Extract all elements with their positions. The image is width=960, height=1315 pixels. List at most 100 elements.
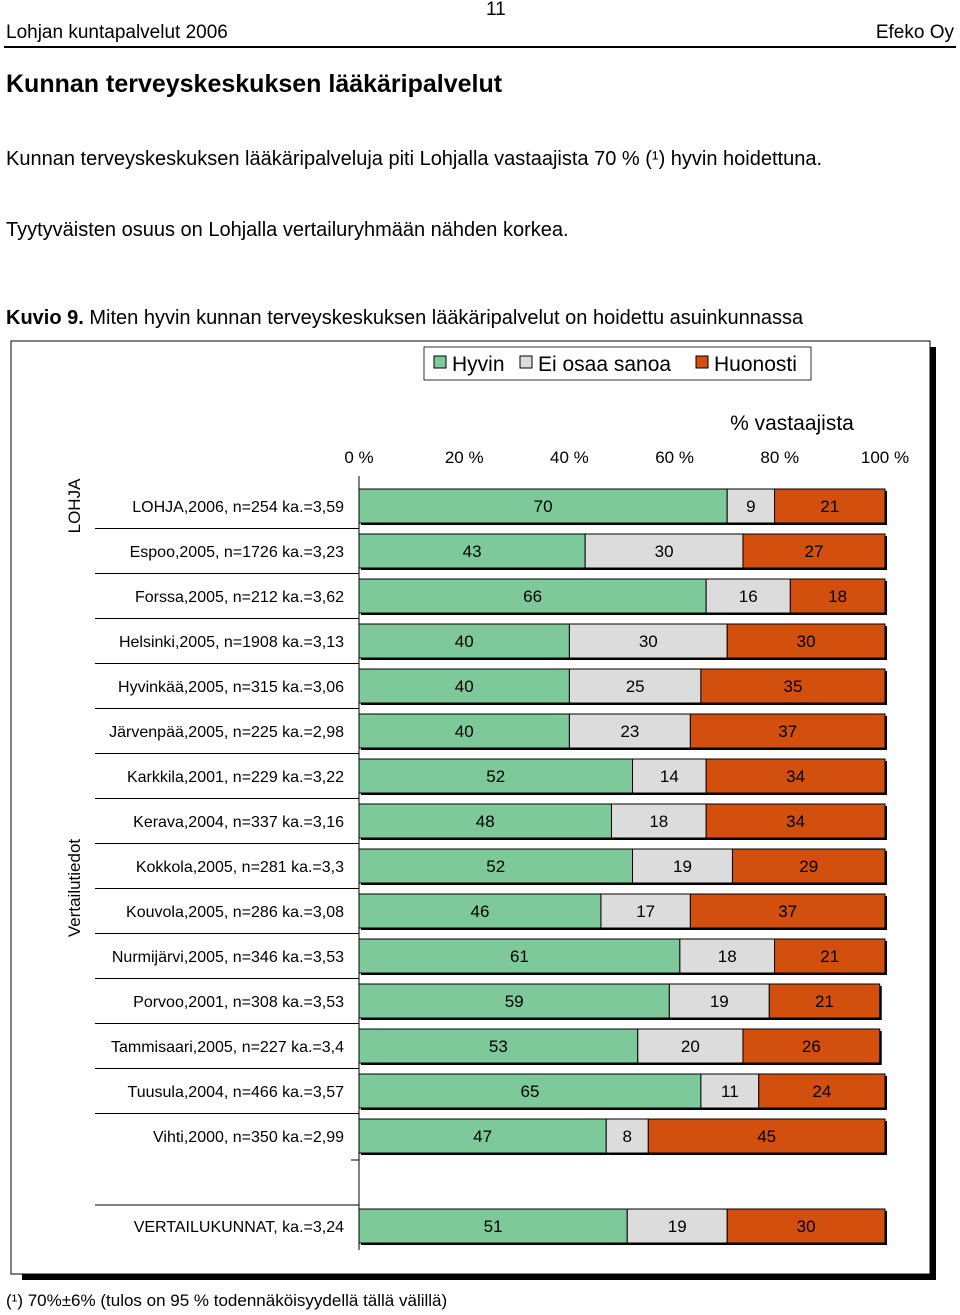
figure-caption: Kuvio 9. Miten hyvin kunnan terveyskesku… — [6, 307, 803, 330]
data-label: 37 — [778, 902, 797, 921]
bar-huonosti — [705, 803, 886, 839]
page-number: 11 — [486, 0, 506, 20]
data-label: 66 — [523, 587, 542, 606]
data-label: 8 — [623, 1127, 632, 1146]
bar-ei-osaa-sanoa — [679, 938, 776, 974]
bar-hyvin — [358, 668, 570, 704]
x-tick-label: 80 % — [760, 448, 799, 467]
data-label: 21 — [820, 947, 839, 966]
data-label: 30 — [797, 632, 816, 651]
bar-hyvin — [358, 983, 670, 1019]
bar-hyvin — [358, 578, 707, 614]
bar-hyvin — [358, 758, 634, 794]
paragraph-1: Kunnan terveyskeskuksen lääkäripalveluja… — [6, 148, 823, 170]
bar-huonosti — [774, 488, 886, 524]
data-label: 34 — [786, 767, 805, 786]
category-label: Forssa,2005, n=212 ka.=3,62 — [135, 589, 344, 606]
x-tick-label: 20 % — [445, 448, 484, 467]
legend-label-2: Ei osaa sanoa — [538, 353, 671, 376]
data-label: 18 — [649, 812, 668, 831]
bar-ei-osaa-sanoa — [705, 578, 791, 614]
category-label: Karkkila,2001, n=229 ka.=3,22 — [127, 769, 344, 786]
bar-hyvin — [358, 1028, 639, 1064]
data-label: 27 — [805, 542, 824, 561]
bar-ei-osaa-sanoa — [632, 848, 733, 884]
bar-huonosti — [768, 983, 881, 1019]
data-label: 35 — [783, 677, 802, 696]
footnote: (¹) 70%±6% (tulos on 95 % todennäköisyyd… — [6, 1291, 448, 1310]
page-title: Kunnan terveyskeskuksen lääkäripalvelut — [6, 70, 503, 98]
bar-hyvin — [358, 1208, 628, 1244]
legend-swatch-1 — [433, 355, 447, 369]
data-label: 34 — [786, 812, 805, 831]
category-label: Tammisaari,2005, n=227 ka.=3,4 — [111, 1039, 344, 1056]
data-label: 65 — [520, 1082, 539, 1101]
figure-caption-text: Miten hyvin kunnan terveyskeskuksen lääk… — [83, 307, 804, 329]
category-label: Nurmijärvi,2005, n=346 ka.=3,53 — [112, 949, 344, 966]
bar-huonosti — [726, 623, 886, 659]
data-label: 46 — [471, 902, 490, 921]
bar-ei-osaa-sanoa — [600, 893, 691, 929]
data-label: 59 — [505, 992, 524, 1011]
data-label: 70 — [534, 497, 553, 516]
category-label: VERTAILUKUNNAT, ka.=3,24 — [134, 1219, 344, 1236]
legend-swatch-2 — [519, 355, 533, 369]
bar-ei-osaa-sanoa — [668, 983, 770, 1019]
data-label: 51 — [484, 1217, 503, 1236]
data-label: 20 — [681, 1037, 700, 1056]
data-label: 14 — [660, 767, 679, 786]
data-label: 19 — [710, 992, 729, 1011]
category-label: Vihti,2000, n=350 ka.=2,99 — [153, 1129, 344, 1146]
bar-huonosti — [774, 938, 886, 974]
category-label: Kokkola,2005, n=281 ka.=3,3 — [136, 859, 344, 876]
data-label: 21 — [815, 992, 834, 1011]
bar-huonosti — [742, 1028, 881, 1064]
bar-huonosti — [731, 848, 886, 884]
data-label: 19 — [668, 1217, 687, 1236]
header-left: Lohjan kuntapalvelut 2006 — [6, 22, 228, 43]
legend-label-1: Hyvin — [452, 353, 505, 376]
header-rule — [4, 46, 956, 48]
data-label: 25 — [626, 677, 645, 696]
data-label: 30 — [655, 542, 674, 561]
bar-ei-osaa-sanoa — [637, 1028, 744, 1064]
data-label: 45 — [757, 1127, 776, 1146]
bar-ei-osaa-sanoa — [605, 1118, 649, 1154]
data-label: 9 — [746, 497, 755, 516]
bar-hyvin — [358, 533, 586, 569]
data-label: 61 — [510, 947, 529, 966]
bar-ei-osaa-sanoa — [632, 758, 707, 794]
group-label-lohja: LOHJA — [65, 478, 84, 533]
data-label: 52 — [486, 857, 505, 876]
bar-hyvin — [358, 1073, 702, 1109]
bar-huonosti — [742, 533, 886, 569]
data-label: 40 — [455, 722, 474, 741]
bar-hyvin — [358, 893, 602, 929]
figure-caption-label: Kuvio 9. — [6, 307, 84, 329]
x-tick-label: 60 % — [655, 448, 694, 467]
category-label: Tuusula,2004, n=466 ka.=3,57 — [128, 1084, 345, 1101]
bar-huonosti — [689, 893, 886, 929]
data-label: 48 — [476, 812, 495, 831]
bar-hyvin — [358, 623, 570, 659]
data-label: 53 — [489, 1037, 508, 1056]
data-label: 26 — [802, 1037, 821, 1056]
bar-huonosti — [789, 578, 886, 614]
data-label: 21 — [820, 497, 839, 516]
data-label: 30 — [639, 632, 658, 651]
data-label: 40 — [455, 632, 474, 651]
bar-ei-osaa-sanoa — [568, 713, 691, 749]
data-label: 30 — [797, 1217, 816, 1236]
paragraph-2: Tyytyväisten osuus on Lohjalla vertailur… — [6, 219, 569, 241]
category-label: Kerava,2004, n=337 ka.=3,16 — [133, 814, 344, 831]
bar-ei-osaa-sanoa — [568, 623, 728, 659]
bar-huonosti — [647, 1118, 886, 1154]
data-label: 47 — [473, 1127, 492, 1146]
group-label-comparison: Vertailutiedot — [65, 839, 84, 938]
data-label: 43 — [463, 542, 482, 561]
bar-huonosti — [700, 668, 886, 704]
data-label: 17 — [636, 902, 655, 921]
x-axis-title: % vastaajista — [730, 412, 854, 435]
data-label: 23 — [620, 722, 639, 741]
category-label: LOHJA,2006, n=254 ka.=3,59 — [132, 499, 344, 516]
